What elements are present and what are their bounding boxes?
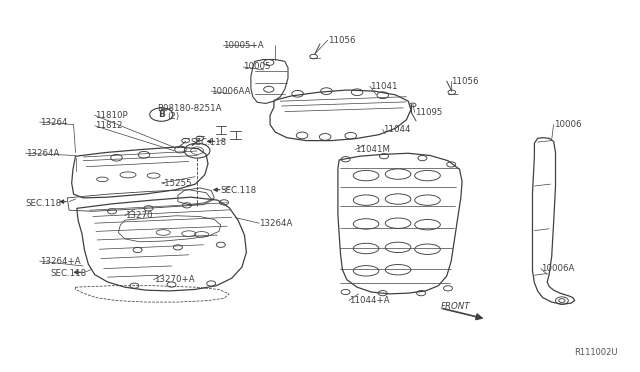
Text: 10006: 10006 <box>554 120 581 129</box>
Text: SEC.118: SEC.118 <box>221 186 257 195</box>
Text: R111002U: R111002U <box>574 348 618 357</box>
Text: 11041: 11041 <box>370 82 397 91</box>
Text: 10006AA: 10006AA <box>211 87 251 96</box>
Text: SEC.118: SEC.118 <box>191 138 227 147</box>
Text: 11056: 11056 <box>451 77 479 86</box>
Text: 13264A: 13264A <box>259 219 292 228</box>
Text: 10005: 10005 <box>243 62 271 71</box>
Text: 11044: 11044 <box>383 125 410 134</box>
Text: 11812: 11812 <box>95 121 122 130</box>
Text: 11041M: 11041M <box>355 145 390 154</box>
Text: SEC.118: SEC.118 <box>50 269 86 278</box>
Text: 13264A: 13264A <box>26 149 59 158</box>
Text: 10006A: 10006A <box>541 264 574 273</box>
Text: 13270: 13270 <box>125 211 152 220</box>
Text: FRONT: FRONT <box>440 302 470 311</box>
Text: 11810P: 11810P <box>95 111 127 120</box>
Text: -15255: -15255 <box>161 179 192 187</box>
Text: 10005+A: 10005+A <box>223 41 263 50</box>
Text: B08180-8251A: B08180-8251A <box>157 104 221 113</box>
Text: SEC.118: SEC.118 <box>26 199 61 208</box>
Text: B: B <box>158 110 164 119</box>
Text: (2): (2) <box>168 112 180 121</box>
Text: 13264+A: 13264+A <box>40 257 80 266</box>
Text: 11095: 11095 <box>415 108 442 117</box>
Text: 13264: 13264 <box>40 118 67 126</box>
Text: 11056: 11056 <box>328 36 355 45</box>
Text: 11044+A: 11044+A <box>349 296 389 305</box>
Text: 13270+A: 13270+A <box>154 275 194 284</box>
